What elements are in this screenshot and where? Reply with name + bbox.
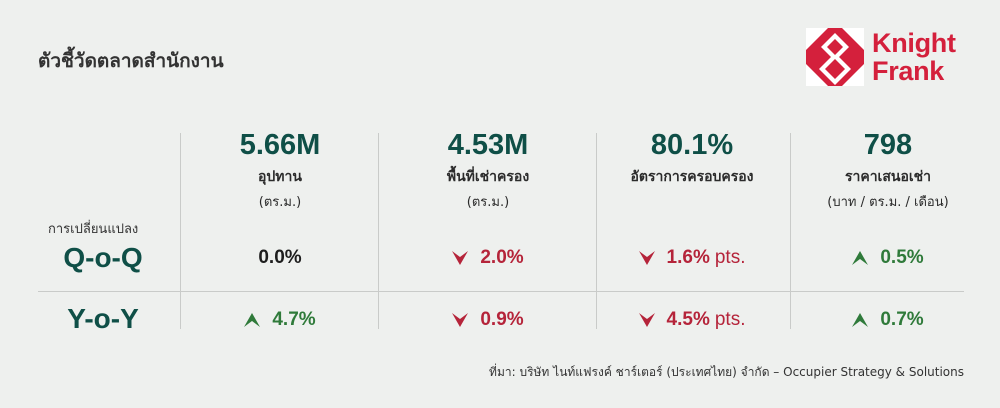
change-value: 0.7% xyxy=(880,309,924,330)
metric-unit: (ตร.ม.) xyxy=(466,195,510,210)
change-cell: 0.9% xyxy=(398,306,578,334)
logo-text-knight: Knight xyxy=(872,28,956,58)
metric-label: ราคาเสนอเช่า xyxy=(844,169,932,185)
metric-supply: 5.66M อุปทาน (ตร.ม.) xyxy=(190,130,370,212)
row-divider xyxy=(38,291,964,292)
metric-value: 5.66M xyxy=(239,129,321,161)
row-label-qoq: Q-o-Q xyxy=(63,242,143,273)
source-note: ที่มา: บริษัท ไนท์แฟรงค์ ชาร์เตอร์ (ประเ… xyxy=(489,365,964,379)
metric-unit: (ตร.ม.) xyxy=(258,195,302,210)
logo-text-frank: Frank xyxy=(872,56,945,86)
metric-occupancy-rate: 80.1% อัตราการครอบครอง xyxy=(602,130,782,188)
metric-value: 80.1% xyxy=(650,129,734,161)
change-value: 0.5% xyxy=(880,247,924,268)
arrow-up-icon xyxy=(244,313,261,327)
arrow-down-icon xyxy=(452,313,469,327)
change-label: การเปลี่ยนแปลง xyxy=(48,222,139,237)
arrow-down-icon xyxy=(452,251,469,265)
arrow-up-icon xyxy=(852,251,869,265)
metric-asking-rent: 798 ราคาเสนอเช่า (บาท / ตร.ม. / เดือน) xyxy=(798,130,978,212)
change-cell: 0.0% xyxy=(190,244,370,272)
metric-unit: (บาท / ตร.ม. / เดือน) xyxy=(827,195,949,210)
divider-col-1 xyxy=(180,133,181,329)
divider-col-2 xyxy=(378,133,379,329)
divider-col-3 xyxy=(596,133,597,329)
metric-label: พื้นที่เช่าครอง xyxy=(446,169,530,185)
change-value: 0.0% xyxy=(258,247,302,268)
arrow-down-icon xyxy=(638,251,655,265)
change-cell: 1.6% pts. xyxy=(602,244,782,272)
change-cell: 4.7% xyxy=(190,306,370,334)
logo-mark-icon xyxy=(806,28,864,86)
arrow-down-icon xyxy=(638,313,655,327)
change-suffix: pts. xyxy=(714,309,746,330)
change-cell: 0.5% xyxy=(798,244,978,272)
metric-value: 4.53M xyxy=(447,129,529,161)
change-suffix: pts. xyxy=(714,247,746,268)
metric-value: 798 xyxy=(863,129,913,161)
change-value: 4.7% xyxy=(272,309,316,330)
row-label-yoy: Y-o-Y xyxy=(67,303,139,334)
change-value: 1.6% xyxy=(666,247,710,268)
page-title: ตัวชี้วัดตลาดสำนักงาน xyxy=(38,50,224,72)
change-cell: 0.7% xyxy=(798,306,978,334)
divider-col-4 xyxy=(790,133,791,329)
change-value: 2.0% xyxy=(480,247,524,268)
change-value: 0.9% xyxy=(480,309,524,330)
change-value: 4.5% xyxy=(666,309,710,330)
arrow-up-icon xyxy=(852,313,869,327)
change-cell: 2.0% xyxy=(398,244,578,272)
metric-label: อัตราการครอบครอง xyxy=(630,169,754,185)
knight-frank-logo: Knight Frank xyxy=(806,28,956,86)
change-cell: 4.5% pts. xyxy=(602,306,782,334)
metric-label: อุปทาน xyxy=(258,169,302,185)
metric-occupied-space: 4.53M พื้นที่เช่าครอง (ตร.ม.) xyxy=(398,130,578,212)
